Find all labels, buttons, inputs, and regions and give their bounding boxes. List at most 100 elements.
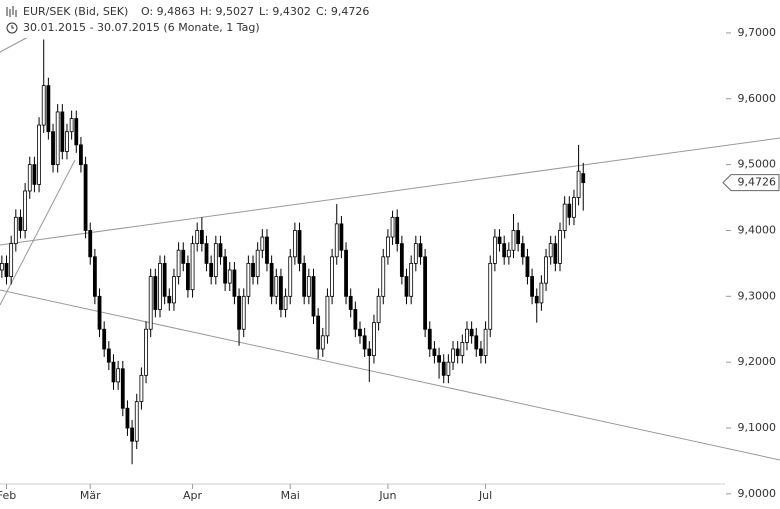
candle xyxy=(18,209,23,239)
candle-body xyxy=(260,236,265,251)
candle xyxy=(218,235,223,265)
candle-body xyxy=(460,342,465,356)
candle xyxy=(246,255,251,305)
candle xyxy=(572,189,576,226)
candle xyxy=(386,229,390,265)
candle xyxy=(265,229,269,272)
x-tick-label: Mär xyxy=(80,489,101,502)
candle-body xyxy=(279,276,283,310)
trend-line xyxy=(0,35,31,53)
candle-body xyxy=(97,295,102,330)
candle xyxy=(13,209,18,252)
candle-body xyxy=(37,124,41,185)
ohlc-close: C: 9,4726 xyxy=(316,5,369,18)
candle-body xyxy=(181,249,186,264)
candle-body xyxy=(241,295,246,330)
candle-body xyxy=(120,368,125,409)
y-tick-label: 9,5000 xyxy=(738,158,777,171)
candle xyxy=(404,268,409,305)
x-tick-label: Feb xyxy=(0,489,16,502)
y-tick-label: 9,3000 xyxy=(738,289,777,302)
candle-body xyxy=(232,269,237,297)
candle xyxy=(65,123,69,160)
candle xyxy=(144,321,148,384)
candle xyxy=(395,209,400,252)
candle xyxy=(525,248,530,285)
candle-body xyxy=(218,243,223,258)
candle xyxy=(562,196,567,239)
candle xyxy=(251,255,255,285)
candle-body xyxy=(274,276,279,297)
candle-body xyxy=(344,249,348,297)
candle xyxy=(581,162,586,211)
candle xyxy=(432,341,437,364)
candle xyxy=(167,288,172,311)
candle-body xyxy=(548,243,553,258)
candle-body xyxy=(237,295,241,330)
candle xyxy=(288,248,293,305)
candle xyxy=(474,327,479,357)
candle-body xyxy=(455,348,460,356)
candle-body xyxy=(358,328,362,337)
candle-body xyxy=(525,256,530,277)
y-tick-label: 9,2000 xyxy=(738,355,777,368)
candle-body xyxy=(451,348,455,363)
candle-body xyxy=(116,368,121,383)
candle xyxy=(51,123,55,173)
candle xyxy=(330,248,334,305)
candle xyxy=(311,268,316,324)
candle-body xyxy=(432,348,437,356)
candle xyxy=(353,301,358,338)
candle xyxy=(325,288,330,344)
candle xyxy=(23,183,28,239)
candle-body xyxy=(51,131,55,166)
candle-body xyxy=(255,249,260,277)
candle-body xyxy=(339,223,344,251)
candle-body xyxy=(334,223,339,258)
candle xyxy=(172,268,176,311)
candle-body xyxy=(60,111,65,152)
candle xyxy=(334,204,339,265)
candle xyxy=(186,255,190,298)
candle-body xyxy=(79,144,83,166)
candle-body xyxy=(316,315,321,350)
candle xyxy=(297,222,302,272)
candle-body xyxy=(106,348,111,363)
candle-body xyxy=(544,256,548,284)
candle-body xyxy=(167,295,172,304)
candle-body xyxy=(413,243,418,264)
candle-body xyxy=(46,85,51,133)
instrument: EUR/SEK (Bid, SEK) xyxy=(23,5,128,18)
candle xyxy=(344,242,348,305)
candle-body xyxy=(348,295,353,310)
candle-body xyxy=(288,256,293,297)
candle-body xyxy=(55,111,60,166)
candle-body xyxy=(572,197,576,218)
candle-body xyxy=(9,243,14,277)
candle-body xyxy=(134,401,139,442)
y-tick-label: 9,4000 xyxy=(738,223,777,236)
candle xyxy=(539,275,544,311)
candle xyxy=(409,255,414,305)
ohlc-high: H: 9,5027 xyxy=(200,5,254,18)
candle xyxy=(209,255,214,285)
candle xyxy=(441,354,446,384)
candle xyxy=(69,110,74,140)
candle xyxy=(274,268,279,305)
candle-body xyxy=(567,203,572,218)
candle-body xyxy=(488,262,493,330)
candle xyxy=(260,229,265,259)
candle-body xyxy=(125,407,130,429)
candle xyxy=(279,268,283,318)
x-tick-label: Jul xyxy=(478,489,492,502)
candle xyxy=(55,104,60,173)
candle-body xyxy=(386,236,390,258)
candle-body xyxy=(381,256,386,297)
candle xyxy=(9,235,14,285)
trend-line xyxy=(0,159,76,306)
candle-body xyxy=(283,295,288,310)
candle xyxy=(148,268,153,338)
candle xyxy=(302,255,307,305)
candle-body xyxy=(302,262,307,297)
